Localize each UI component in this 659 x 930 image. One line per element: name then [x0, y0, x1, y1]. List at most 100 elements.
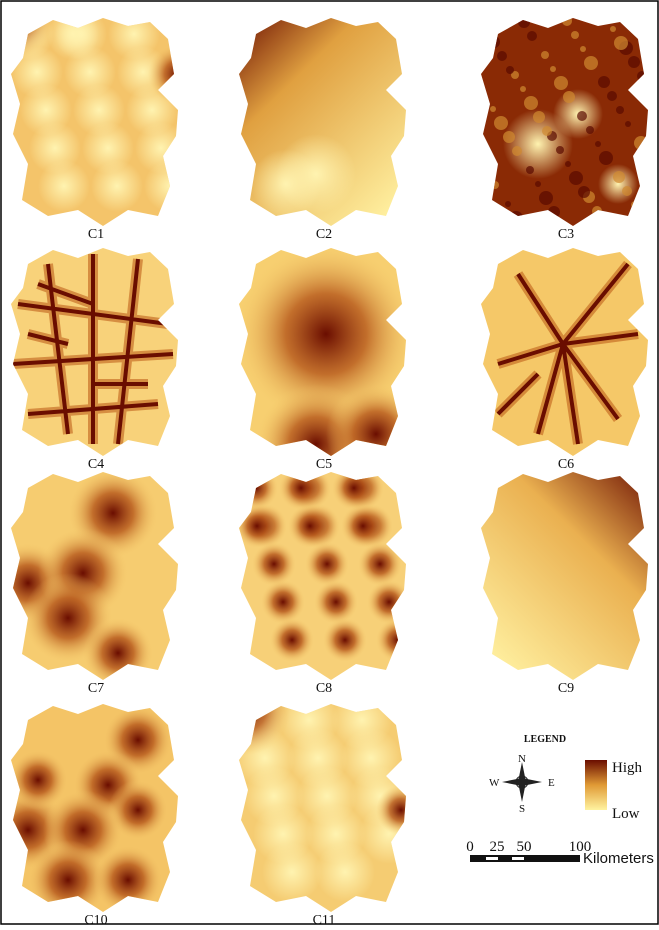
compass: N S E W: [489, 753, 555, 815]
map-low: [91, 160, 143, 212]
map-texture: [598, 76, 610, 88]
map-high: [252, 542, 296, 586]
map-texture: [601, 11, 609, 19]
map-texture: [637, 71, 647, 81]
map-texture: [610, 26, 616, 32]
map-texture: [520, 86, 526, 92]
scale-unit: Kilometers: [583, 850, 654, 867]
map-high: [332, 466, 376, 510]
map-base: [478, 468, 653, 683]
map-texture: [616, 106, 624, 114]
map-surface: [478, 244, 653, 459]
map-texture: [562, 16, 572, 26]
legend-high: High: [612, 760, 643, 776]
legend: LEGEND N S E W High Low 0 25 50 100 Kilo…: [466, 734, 654, 867]
map-texture: [592, 206, 602, 216]
panel-label: C10: [84, 913, 107, 925]
map-panel: C9: [478, 468, 653, 696]
map-texture: [595, 141, 601, 147]
map-texture: [548, 206, 560, 218]
map-panel: C7: [0, 468, 183, 696]
map-texture: [512, 146, 522, 156]
map-panel: C2: [236, 14, 411, 242]
map-surface: [478, 468, 653, 683]
panel-label: C9: [558, 681, 574, 696]
compass-s: S: [519, 803, 525, 815]
map-texture: [535, 181, 541, 187]
figure: C1 C2 C3 C4 C5 C6 C7 C8 C9 C10 C11 LEGEND N S E W …: [0, 0, 659, 925]
map-high: [341, 504, 385, 548]
compass-e: E: [548, 777, 555, 789]
scale-tick: 25: [490, 839, 505, 855]
map-texture: [506, 66, 514, 74]
map-low: [598, 164, 638, 204]
panel-label: C11: [313, 913, 336, 925]
map-low: [47, 8, 99, 60]
map-texture: [494, 116, 508, 130]
legend-title: LEGEND: [524, 734, 566, 745]
map-texture: [622, 186, 632, 196]
panel-label: C8: [316, 681, 332, 696]
map-surface: [0, 700, 183, 920]
map-texture: [497, 51, 507, 61]
map-texture: [479, 21, 493, 35]
map-texture: [613, 171, 625, 183]
map-low: [315, 842, 375, 902]
map-low: [262, 842, 322, 902]
map-high: [367, 580, 411, 624]
map-texture: [569, 171, 583, 185]
map-texture: [607, 91, 617, 101]
map-surface: [8, 244, 183, 459]
map-texture: [614, 36, 628, 50]
panel-label: C7: [88, 681, 104, 696]
map-texture: [625, 121, 631, 127]
panel-label: C2: [316, 227, 332, 242]
map-texture: [571, 31, 579, 39]
map-high: [148, 44, 208, 104]
map-texture: [584, 56, 598, 70]
map-high: [376, 785, 426, 835]
panel-label: C1: [88, 227, 104, 242]
map-texture: [580, 46, 586, 52]
map-low: [144, 160, 196, 212]
map-texture: [640, 216, 646, 222]
map-high: [326, 384, 426, 484]
map-texture: [586, 126, 594, 134]
map-high: [314, 580, 358, 624]
map-texture: [524, 96, 538, 110]
map-texture: [563, 91, 575, 103]
map-panel: C10: [0, 700, 183, 925]
map-texture: [533, 111, 545, 123]
panel-label: C3: [558, 227, 574, 242]
map-texture: [476, 86, 484, 94]
map-texture: [542, 126, 552, 136]
map-texture: [599, 151, 613, 165]
map-high: [358, 542, 402, 586]
map-high: [279, 466, 323, 510]
map-surface: [236, 14, 411, 229]
map-panel: C5: [236, 244, 426, 504]
panel-label: C4: [88, 457, 104, 472]
map-panel: C1: [0, 0, 208, 242]
map-texture: [554, 76, 568, 90]
map-low: [38, 160, 90, 212]
map-panel: C4: [8, 244, 183, 472]
map-high: [261, 580, 305, 624]
map-texture: [473, 151, 485, 163]
map-high: [376, 618, 420, 662]
panel-label: C6: [558, 457, 574, 472]
map-texture: [565, 161, 571, 167]
map-texture: [578, 186, 590, 198]
map-panel: C11: [201, 665, 426, 925]
map-high: [305, 542, 349, 586]
map-high: [93, 845, 163, 915]
map-texture: [526, 166, 534, 174]
map-high: [235, 504, 279, 548]
map-texture: [556, 146, 564, 154]
map-texture: [527, 31, 537, 41]
map-texture: [482, 166, 492, 176]
map-high: [201, 665, 291, 755]
compass-w: W: [489, 777, 500, 789]
map-low: [251, 149, 321, 219]
map-high: [323, 618, 367, 662]
